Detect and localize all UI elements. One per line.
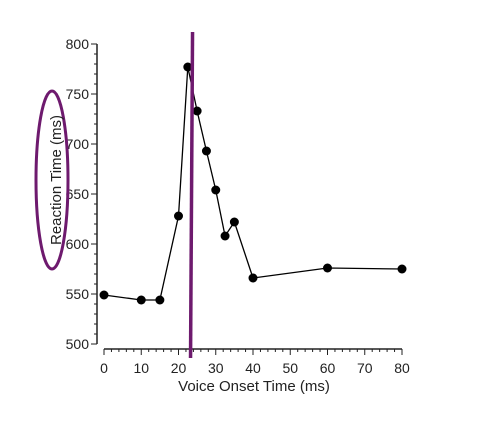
x-tick-label: 50 (282, 360, 298, 376)
y-tick-label: 700 (66, 136, 90, 152)
series-layer (99, 62, 407, 305)
data-point (155, 295, 165, 305)
data-point (192, 106, 202, 116)
x-tick-label: 60 (320, 360, 336, 376)
x-tick-label: 0 (100, 360, 108, 376)
data-point (220, 231, 230, 241)
x-tick-label: 20 (171, 360, 187, 376)
x-axis-title: Voice Onset Time (ms) (178, 378, 330, 395)
series-line (103, 66, 403, 301)
x-tick-label: 30 (208, 360, 224, 376)
y-axis: 500 550 600 650 700 750 800 (66, 36, 98, 352)
data-point (201, 146, 211, 156)
x-tick-label: 80 (394, 360, 410, 376)
data-point (211, 185, 221, 195)
y-tick-label: 500 (66, 336, 90, 352)
data-point (174, 211, 183, 221)
x-tick-label: 40 (245, 360, 261, 376)
y-tick-label: 750 (66, 86, 90, 102)
boundary-line (188, 31, 195, 359)
y-axis-title: Reaction Time (ms) (48, 115, 65, 245)
data-point (229, 217, 239, 227)
annotation-layer (34, 31, 195, 359)
data-point (183, 62, 193, 72)
y-tick-label: 650 (66, 186, 90, 202)
y-tick-label: 600 (66, 236, 90, 252)
data-point (99, 290, 109, 300)
data-point (397, 264, 407, 274)
x-tick-label: 10 (133, 360, 149, 376)
data-point (136, 295, 146, 305)
x-tick-label: 70 (357, 360, 373, 376)
label-highlight-ellipse (34, 89, 70, 271)
y-tick-label: 800 (66, 36, 90, 52)
data-point (323, 263, 332, 273)
x-axis: 0 10 20 30 40 50 60 70 80 (100, 348, 410, 376)
data-point (248, 273, 258, 283)
y-tick-label: 550 (66, 286, 90, 302)
